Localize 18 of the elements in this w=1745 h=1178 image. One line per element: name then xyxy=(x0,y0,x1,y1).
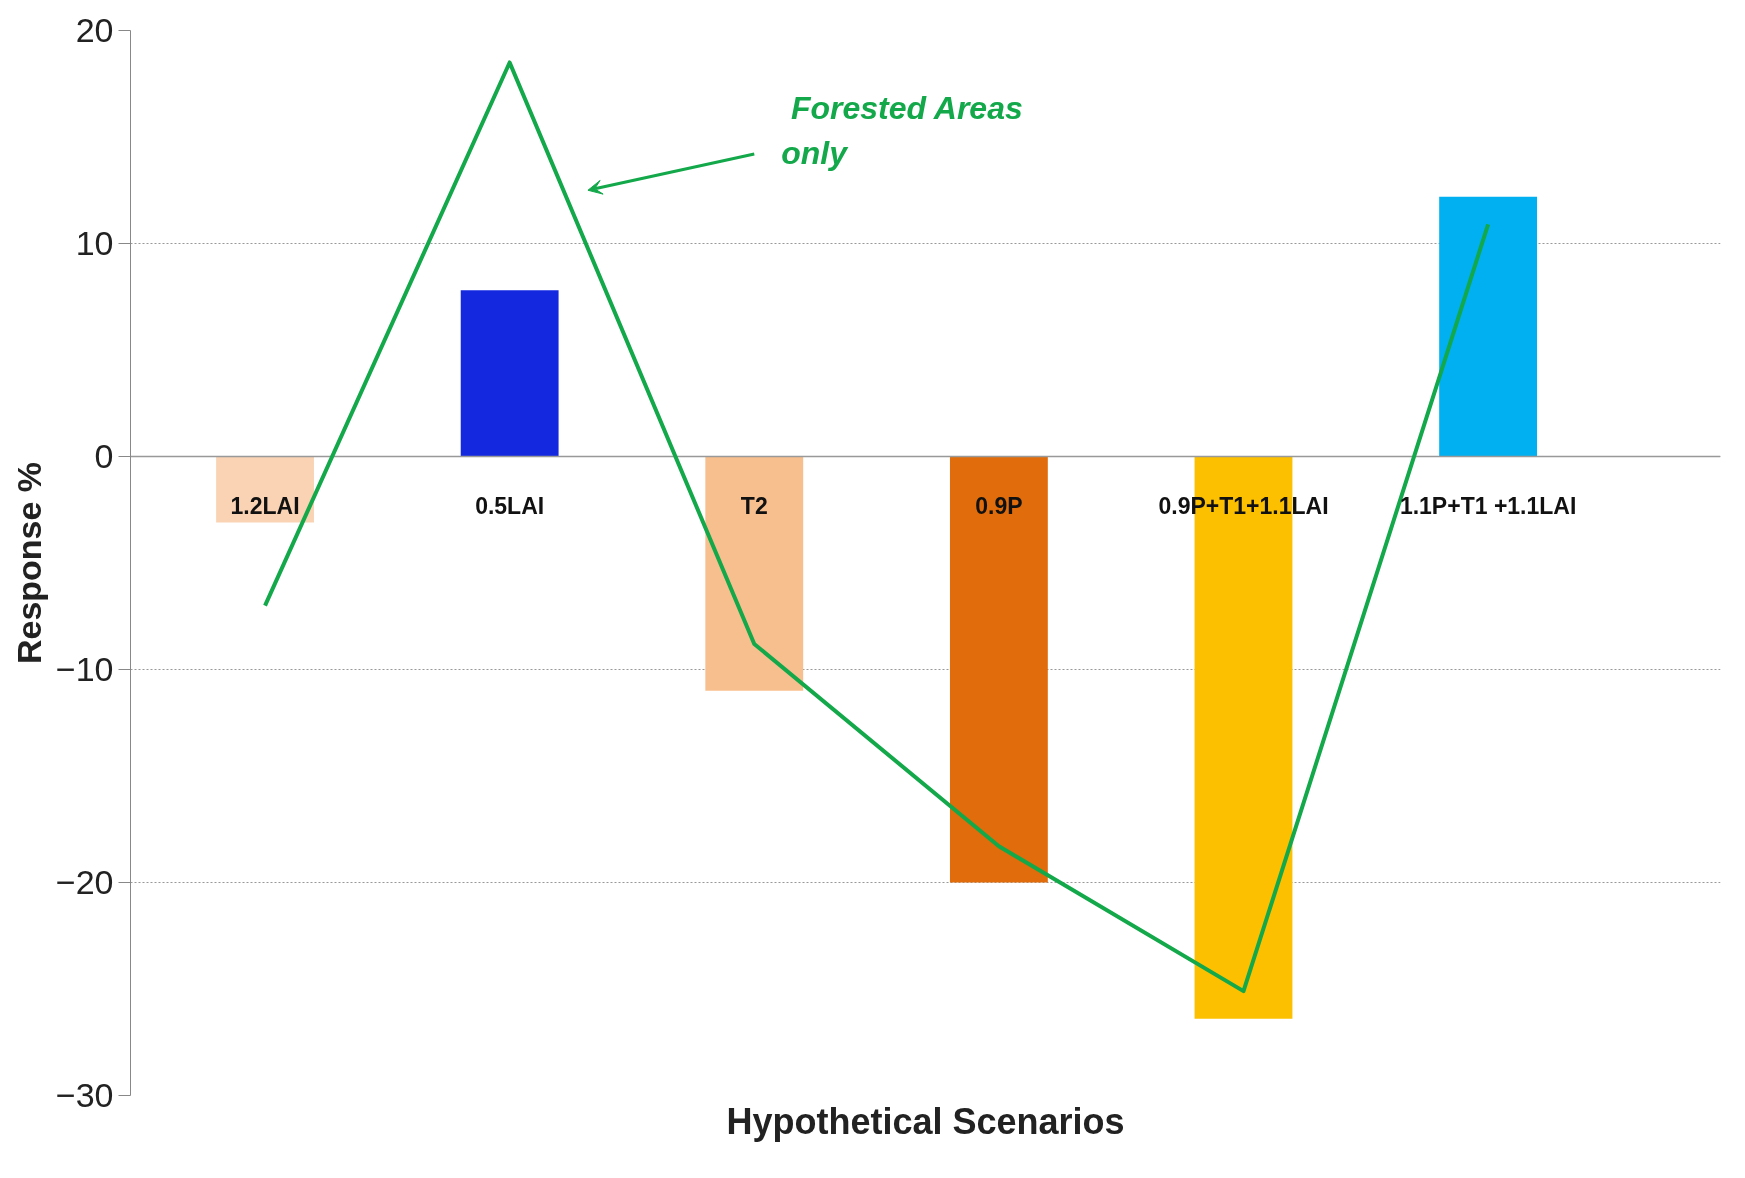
x-tick-label: 0.9P xyxy=(975,492,1023,519)
y-tick-label: 10 xyxy=(75,224,114,262)
bar xyxy=(705,456,804,691)
y-tick-label: −20 xyxy=(55,863,114,901)
y-tick-label: 0 xyxy=(94,437,114,475)
x-tick-label: T2 xyxy=(740,492,768,519)
x-tick-label: 0.5LAI xyxy=(475,492,545,519)
x-tick-label: 1.2LAI xyxy=(230,492,300,519)
bar xyxy=(460,290,559,457)
x-tick-label: 1.1P+T1 +1.1LAI xyxy=(1399,492,1577,519)
x-axis-title: Hypothetical Scenarios xyxy=(726,1100,1125,1142)
bar xyxy=(949,456,1048,883)
bar xyxy=(1439,196,1538,457)
y-tick-label: −10 xyxy=(55,650,114,688)
y-tick-label: −30 xyxy=(55,1076,114,1114)
y-tick-label: 20 xyxy=(75,11,114,49)
y-axis-title: Response % xyxy=(9,461,48,665)
annotation: Forested Areas only xyxy=(781,90,1023,172)
